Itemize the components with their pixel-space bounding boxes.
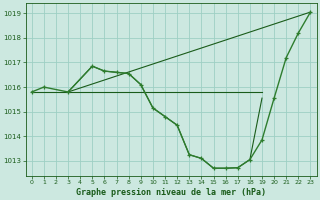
X-axis label: Graphe pression niveau de la mer (hPa): Graphe pression niveau de la mer (hPa): [76, 188, 266, 197]
